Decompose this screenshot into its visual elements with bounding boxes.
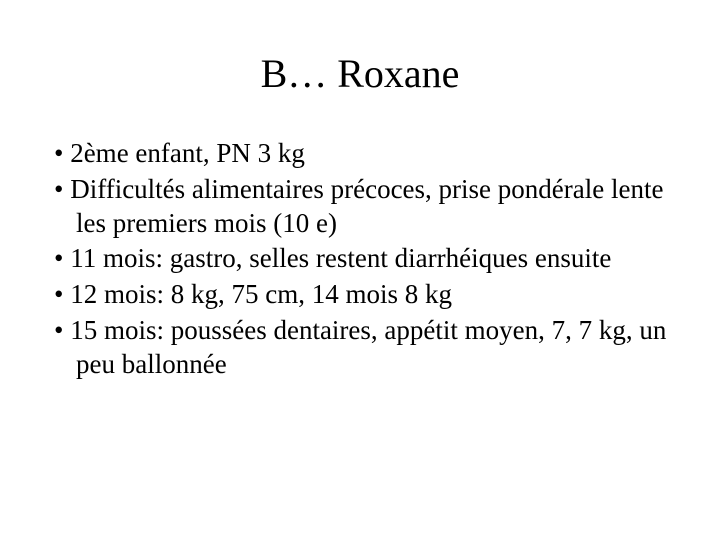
list-item: Difficultés alimentaires précoces, prise…	[40, 173, 680, 241]
list-item: 2ème enfant, PN 3 kg	[40, 137, 680, 171]
list-item: 12 mois: 8 kg, 75 cm, 14 mois 8 kg	[40, 278, 680, 312]
slide-title: B… Roxane	[40, 50, 680, 97]
bullet-list: 2ème enfant, PN 3 kg Difficultés aliment…	[40, 137, 680, 381]
list-item: 11 mois: gastro, selles restent diarrhéi…	[40, 242, 680, 276]
list-item: 15 mois: poussées dentaires, appétit moy…	[40, 314, 680, 382]
